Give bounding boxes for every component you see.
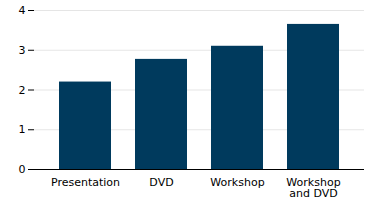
- svg-text:3: 3: [19, 44, 26, 57]
- svg-text:Presentation: Presentation: [51, 176, 120, 189]
- svg-text:0: 0: [19, 163, 26, 176]
- svg-text:4: 4: [19, 4, 26, 17]
- svg-text:1: 1: [19, 123, 26, 136]
- svg-text:Workshop: Workshop: [210, 176, 264, 189]
- svg-text:2: 2: [19, 84, 26, 97]
- svg-text:DVD: DVD: [149, 176, 173, 189]
- svg-text:Workshopand DVD: Workshopand DVD: [286, 176, 340, 200]
